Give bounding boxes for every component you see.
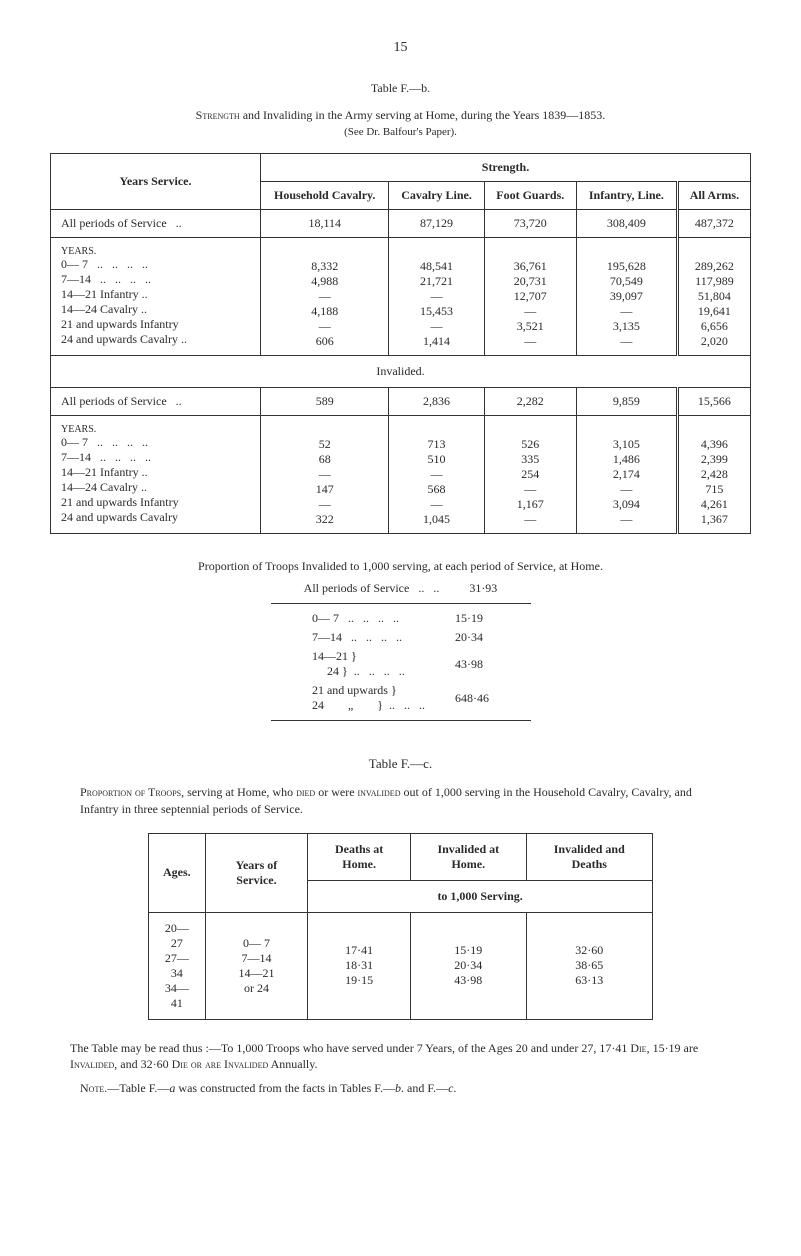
cell: 2,836 — [389, 388, 484, 416]
row-label: 7—14 .. .. .. .. — [61, 272, 252, 287]
row-label: 14—24 Cavalry .. — [61, 302, 252, 317]
row-label: 0— 7 .. .. .. .. — [61, 257, 252, 272]
divider — [271, 720, 531, 721]
proportion-rows: 0— 7 .. .. .. ..15·19 7—14 .. .. .. ..20… — [297, 609, 504, 715]
prop-label: 14—21 } 24 } .. .. .. .. — [297, 647, 440, 681]
cell: 73,720 — [484, 210, 576, 238]
row-label: 24 and upwards Cavalry — [61, 510, 252, 525]
cell-col: 195,628 70,549 39,097 — 3,135 — — [576, 238, 677, 356]
col-inv-deaths: Invalided and Deaths — [526, 833, 652, 880]
years-heading: YEARS. — [61, 424, 252, 435]
row-label: 21 and upwards Infantry — [61, 495, 252, 510]
cell-col: 4,396 2,399 2,428 715 4,261 1,367 — [677, 416, 750, 534]
table-b-title: Strength and Invaliding in the Army serv… — [50, 108, 751, 123]
col-cavalry-line: Cavalry Line. — [389, 182, 484, 210]
footnote-2: Note.—Table F.—a was constructed from th… — [80, 1081, 751, 1096]
invd-col: 32·60 38·65 63·13 — [526, 912, 652, 1019]
years-heading: YEARS. — [61, 246, 252, 257]
col-foot-guards: Foot Guards. — [484, 182, 576, 210]
table-b: Years Service. Strength. Household Caval… — [50, 153, 751, 534]
row-label: 24 and upwards Cavalry .. — [61, 332, 252, 347]
cell-col: 3,105 1,486 2,174 — 3,094 — — [576, 416, 677, 534]
cell-col: 48,541 21,721 — 15,453 — 1,414 — [389, 238, 484, 356]
cell: 87,129 — [389, 210, 484, 238]
col-all-arms: All Arms. — [677, 182, 750, 210]
row-label: 14—21 Infantry .. — [61, 287, 252, 302]
prop-label: 0— 7 .. .. .. .. — [297, 609, 440, 628]
invalided-header: Invalided. — [51, 356, 751, 388]
row-label: 7—14 .. .. .. .. — [61, 450, 252, 465]
years-rows: YEARS. 0— 7 .. .. .. .. 7—14 .. .. .. ..… — [51, 238, 261, 356]
cell: 589 — [261, 388, 389, 416]
ages-col: 20—27 27—34 34—41 — [149, 912, 205, 1019]
years-service-header: Years Service. — [51, 154, 261, 210]
table-c-desc: Proportion of Troops, serving at Home, w… — [80, 784, 721, 818]
proportion-table: All periods of Service .. .. 31·93 — [289, 579, 513, 598]
all-periods-label: All periods of Service .. — [51, 388, 261, 416]
cell: 9,859 — [576, 388, 677, 416]
yrs-col: 0— 7 7—14 14—21or 24 — [205, 912, 308, 1019]
prop-val: 15·19 — [440, 609, 504, 628]
row-label: 0— 7 .. .. .. .. — [61, 435, 252, 450]
cell: 308,409 — [576, 210, 677, 238]
prop-all-label: All periods of Service .. .. — [289, 579, 455, 598]
table-c-label: Table F.—c. — [50, 756, 751, 772]
prop-label: 21 and upwards }24 „ } .. .. .. — [297, 681, 440, 715]
cell-col: 8,332 4,988 — 4,188 — 606 — [261, 238, 389, 356]
strength-header: Strength. — [261, 154, 751, 182]
inv-col: 15·19 20·34 43·98 — [410, 912, 526, 1019]
strength-text: Strength — [196, 108, 240, 122]
cell-col: 713 510 — 568 — 1,045 — [389, 416, 484, 534]
cell: 2,282 — [484, 388, 576, 416]
col-infantry-line: Infantry, Line. — [576, 182, 677, 210]
col-invalided: Invalided at Home. — [410, 833, 526, 880]
prop-val: 43·98 — [440, 647, 504, 681]
sub-header: to 1,000 Serving. — [308, 880, 652, 912]
cell-col: 52 68 — 147 — 322 — [261, 416, 389, 534]
cell-col: 289,262 117,989 51,804 19,641 6,656 2,02… — [677, 238, 750, 356]
divider — [271, 603, 531, 604]
row-label: 14—24 Cavalry .. — [61, 480, 252, 495]
col-yrs: Years of Service. — [205, 833, 308, 912]
table-b-label: Table F.—b. — [50, 81, 751, 96]
col-ages: Ages. — [149, 833, 205, 912]
deaths-col: 17·41 18·31 19·15 — [308, 912, 410, 1019]
col-household: Household Cavalry. — [261, 182, 389, 210]
cell: 18,114 — [261, 210, 389, 238]
row-label: 14—21 Infantry .. — [61, 465, 252, 480]
cell: 15,566 — [677, 388, 750, 416]
table-b-subtitle: (See Dr. Balfour's Paper). — [50, 126, 751, 138]
col-deaths: Deaths at Home. — [308, 833, 410, 880]
cell-col: 36,761 20,731 12,707 — 3,521 — — [484, 238, 576, 356]
all-periods-label: All periods of Service .. — [51, 210, 261, 238]
prop-all-val: 31·93 — [454, 579, 512, 598]
prop-val: 20·34 — [440, 628, 504, 647]
footnote-1: The Table may be read thus :—To 1,000 Tr… — [70, 1040, 731, 1074]
proportion-title: Proportion of Troops Invalided to 1,000 … — [50, 559, 751, 574]
cell-col: 526 335 254 — 1,167 — — [484, 416, 576, 534]
prop-label: 7—14 .. .. .. .. — [297, 628, 440, 647]
row-label: 21 and upwards Infantry — [61, 317, 252, 332]
years-rows-invalided: YEARS. 0— 7 .. .. .. .. 7—14 .. .. .. ..… — [51, 416, 261, 534]
table-c: Ages. Years of Service. Deaths at Home. … — [148, 833, 653, 1020]
cell: 487,372 — [677, 210, 750, 238]
page-number: 15 — [50, 40, 751, 56]
prop-val: 648·46 — [440, 681, 504, 715]
